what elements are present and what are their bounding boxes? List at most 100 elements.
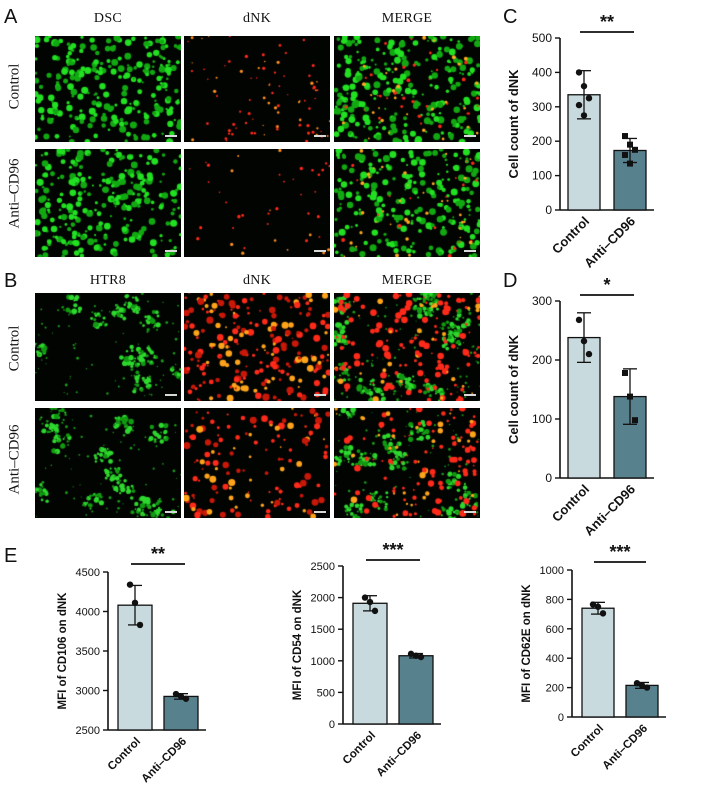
data-point <box>585 95 593 102</box>
panel-letter-c: C <box>503 6 518 28</box>
y-tick-label: 400 <box>532 65 552 79</box>
significance-label: *** <box>609 542 630 562</box>
significance-label: * <box>603 275 610 295</box>
micrograph-b-anti-cd96-merge <box>334 408 480 518</box>
scale-bar <box>165 511 177 513</box>
micrograph-a-control-dnk <box>184 36 330 142</box>
scale-bar <box>165 250 177 252</box>
data-point <box>633 679 641 687</box>
y-tick-label: 500 <box>317 687 335 699</box>
significance-label: ** <box>151 544 165 564</box>
data-point <box>632 417 638 424</box>
y-axis-title: MFI of CD62E on dNK <box>521 584 533 703</box>
y-tick-label: 0 <box>558 712 564 724</box>
y-axis-title: MFI of CD106 on dNK <box>57 592 69 710</box>
data-point <box>172 690 180 698</box>
panel-letter-b: B <box>4 270 18 292</box>
y-tick-label: 600 <box>546 624 564 636</box>
bar-anti-cd96 <box>163 695 199 731</box>
y-tick-label: 2500 <box>311 561 335 573</box>
y-axis-title: MFI of CD54 on dNK <box>292 589 304 700</box>
x-category-label: Anti–CD96 <box>601 723 651 773</box>
y-tick-label: 100 <box>532 412 552 426</box>
data-point <box>575 69 583 76</box>
data-point <box>622 369 628 376</box>
y-tick-label: 3000 <box>76 686 100 698</box>
data-point <box>580 82 588 90</box>
bar-anti-cd96 <box>398 655 434 725</box>
data-point <box>599 610 607 617</box>
significance-label: *** <box>382 540 403 560</box>
y-tick-label: 1000 <box>311 656 335 668</box>
scale-bar <box>314 250 326 252</box>
y-tick-label: 2500 <box>76 725 100 737</box>
column-header-dnk: dNK <box>242 11 272 26</box>
column-header-merge-b: MERGE <box>381 273 433 288</box>
x-category-label: Anti–CD96 <box>140 736 190 786</box>
micrograph-b-control-htr8 <box>35 293 181 401</box>
y-tick-label: 0 <box>329 719 335 731</box>
y-tick-label: 200 <box>532 353 552 367</box>
micrograph-a-anti-cd96-merge <box>334 149 480 257</box>
y-tick-label: 300 <box>532 100 552 114</box>
data-point <box>627 393 633 400</box>
row-header-anti-cd96: Anti–CD96 <box>6 158 23 229</box>
bar-anti-cd96 <box>625 684 659 718</box>
scale-bar <box>464 250 476 252</box>
micrograph-b-anti-cd96-htr8 <box>35 408 181 518</box>
data-point <box>126 581 134 588</box>
y-tick-label: 500 <box>532 31 552 45</box>
micrograph-a-anti-cd96-dsc <box>35 149 181 257</box>
data-point <box>632 146 638 153</box>
data-point <box>627 141 633 148</box>
bar-chart-c: 0 100 200 300 400 500 Cell count of dNK Control… <box>506 12 654 271</box>
column-header-dsc: DSC <box>93 11 123 26</box>
data-point <box>182 695 190 702</box>
x-category-label: Control <box>549 214 592 257</box>
data-point <box>371 607 379 615</box>
data-point <box>580 337 588 345</box>
column-header-merge: MERGE <box>381 11 433 26</box>
y-tick-label: 300 <box>532 294 552 308</box>
micrograph-b-anti-cd96-dnk <box>184 408 330 518</box>
bar-control <box>117 604 153 731</box>
micrograph-b-control-merge <box>334 293 480 401</box>
panel-letter-d: D <box>503 270 518 292</box>
y-tick-label: 1500 <box>311 624 335 636</box>
y-tick-label: 200 <box>546 683 564 695</box>
scale-bar <box>314 511 326 513</box>
data-point <box>407 650 415 658</box>
bar-chart-e-cd54: 0 500 1000 1500 2000 2500 MFI of CD54 on dNK Co… <box>292 540 441 779</box>
panel-letter-e: E <box>4 545 18 567</box>
y-tick-label: 200 <box>532 134 552 148</box>
data-point <box>594 603 602 610</box>
y-axis-title: Cell count of dNK <box>506 69 521 179</box>
data-point <box>622 151 628 158</box>
data-point <box>643 684 651 691</box>
y-axis-title: Cell count of dNK <box>506 334 521 444</box>
data-point <box>366 598 374 606</box>
data-point <box>136 621 144 629</box>
data-point <box>361 594 369 601</box>
scale-bar <box>464 511 476 513</box>
scale-bar <box>165 135 177 137</box>
column-header-htr8: HTR8 <box>89 273 127 288</box>
y-tick-label: 1000 <box>540 565 564 577</box>
scale-bar <box>314 394 326 396</box>
y-tick-label: 0 <box>545 203 552 217</box>
data-point <box>412 652 420 659</box>
scale-bar <box>165 394 177 396</box>
row-header-anti-cd96-b: Anti–CD96 <box>6 424 23 495</box>
y-tick-label: 400 <box>546 653 564 665</box>
data-point <box>131 599 139 607</box>
data-point <box>575 101 583 109</box>
micrograph-a-anti-cd96-dnk <box>184 149 330 257</box>
x-category-label: Control <box>341 730 378 767</box>
scale-bar <box>314 135 326 137</box>
bar-chart-e-cd62e: 0 200 400 600 800 1000 MFI of CD62E on dNK Cont… <box>521 542 666 773</box>
column-header-dnk-b: dNK <box>242 273 272 288</box>
row-header-control-b: Control <box>6 325 23 372</box>
y-tick-label: 4000 <box>76 607 100 619</box>
bar-control <box>352 602 388 725</box>
bar-chart-e-cd106: 2500 3000 3500 4000 4500 MFI of CD106 on dNK C… <box>57 544 206 786</box>
